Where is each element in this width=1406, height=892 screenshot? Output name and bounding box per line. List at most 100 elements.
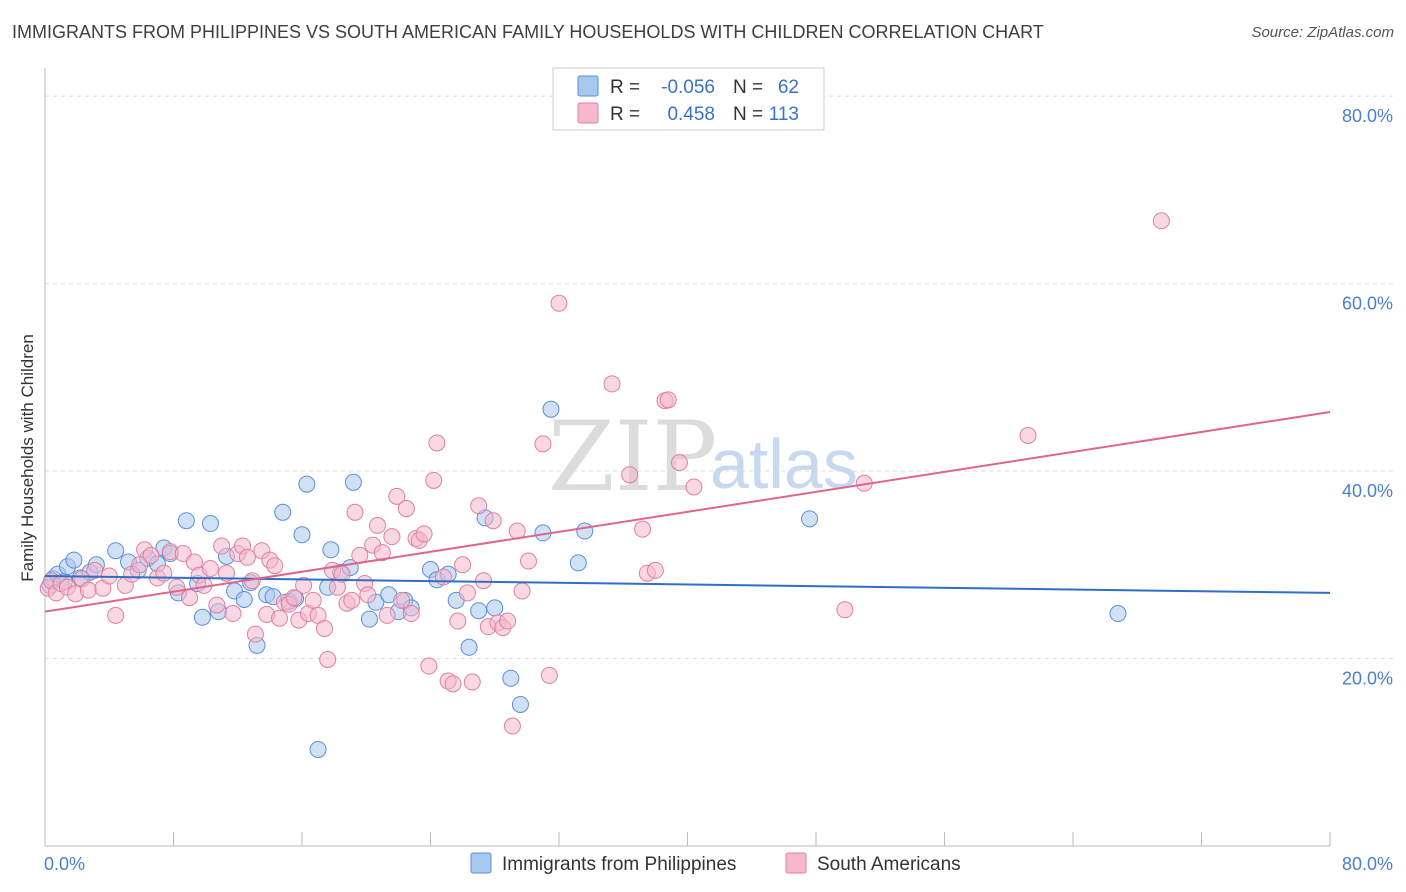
data-point-south-americans: [393, 591, 411, 609]
data-point-philippines: [65, 551, 83, 569]
data-point-south-americans: [201, 560, 219, 578]
data-point-south-americans: [454, 556, 472, 574]
source-credit: Source: ZipAtlas.com: [1251, 24, 1394, 41]
data-point-south-americans: [373, 544, 391, 562]
data-point-philippines: [274, 503, 292, 521]
y-tick-label: 40.0%: [1342, 481, 1393, 501]
bottom-legend-label-philippines: Immigrants from Philippines: [502, 854, 736, 875]
data-point-south-americans: [425, 471, 443, 489]
data-point-philippines: [235, 590, 253, 608]
data-point-south-americans: [79, 581, 97, 599]
legend-n-value-b: 113: [769, 104, 799, 125]
data-point-south-americans: [218, 564, 236, 582]
data-point-south-americans: [304, 591, 322, 609]
data-point-south-americans: [428, 434, 446, 452]
legend-r-value-b: 0.458: [667, 104, 715, 125]
legend-n-label-b: N =: [733, 104, 763, 125]
x-tick-label-min: 0.0%: [44, 854, 85, 874]
data-point-philippines: [293, 526, 311, 544]
data-point-philippines: [360, 610, 378, 628]
data-point-south-americans: [359, 586, 377, 604]
y-tick-label: 60.0%: [1342, 294, 1393, 314]
data-point-south-americans: [1019, 426, 1037, 444]
bottom-legend-label-south-americans: South Americans: [817, 854, 961, 875]
data-point-south-americans: [470, 497, 488, 515]
legend-r-label-b: R =: [610, 104, 640, 125]
data-point-south-americans: [540, 666, 558, 684]
data-point-south-americans: [550, 294, 568, 312]
correlation-legend: R = -0.056 N = 62 R = 0.458 N = 113: [552, 67, 825, 131]
data-point-south-americans: [621, 466, 639, 484]
x-tick-label-max: 80.0%: [1342, 854, 1393, 874]
data-point-south-americans: [107, 606, 125, 624]
data-point-philippines: [486, 599, 504, 617]
trend-line-south-americans: [44, 411, 1331, 613]
data-point-south-americans: [208, 596, 226, 614]
data-point-philippines: [344, 473, 362, 491]
data-point-south-americans: [503, 717, 521, 735]
y-tick-label: 80.0%: [1342, 106, 1393, 126]
legend-n-label-a: N =: [733, 77, 763, 98]
data-point-south-americans: [397, 500, 415, 518]
legend-swatch-south-americans: [577, 102, 599, 124]
data-point-south-americans: [213, 537, 231, 555]
data-point-south-americans: [319, 650, 337, 668]
chart-title: IMMIGRANTS FROM PHILIPPINES VS SOUTH AME…: [12, 22, 1044, 42]
data-point-philippines: [177, 512, 195, 530]
bottom-legend-swatch-philippines: [470, 852, 492, 874]
data-point-south-americans: [499, 612, 517, 630]
data-point-philippines: [460, 638, 478, 656]
watermark-zip: ZIP: [548, 401, 717, 513]
data-point-south-americans: [238, 548, 256, 566]
data-point-philippines: [1109, 605, 1127, 623]
data-point-south-americans: [646, 561, 664, 579]
data-point-south-americans: [155, 564, 173, 582]
y-tick-labels: 20.0% 40.0% 60.0% 80.0%: [1342, 106, 1393, 688]
data-point-south-americans: [368, 516, 386, 534]
data-point-philippines: [322, 541, 340, 559]
data-point-south-americans: [224, 605, 242, 623]
data-point-south-americans: [346, 503, 364, 521]
data-point-south-americans: [415, 525, 433, 543]
data-point-south-americans: [271, 609, 289, 627]
bottom-legend-swatch-south-americans: [785, 852, 807, 874]
data-point-south-americans: [383, 528, 401, 546]
series-legend: Immigrants from Philippines South Americ…: [470, 852, 961, 875]
data-point-philippines: [576, 522, 594, 540]
watermark-atlas: atlas: [710, 425, 858, 503]
data-point-south-americans: [519, 552, 537, 570]
data-point-philippines: [193, 608, 211, 626]
data-point-philippines: [542, 400, 560, 418]
data-point-philippines: [201, 515, 219, 533]
data-point-south-americans: [388, 487, 406, 505]
data-point-philippines: [107, 542, 125, 560]
data-point-south-americans: [434, 568, 452, 586]
x-axis-ticks: [44, 832, 1331, 846]
data-point-philippines: [801, 510, 819, 528]
legend-swatch-philippines: [577, 75, 599, 97]
y-axis-label: Family Households with Children: [18, 334, 37, 582]
data-point-south-americans: [142, 546, 160, 564]
data-point-south-americans: [444, 675, 462, 693]
data-point-south-americans: [285, 589, 303, 607]
data-point-philippines: [502, 669, 520, 687]
data-point-south-americans: [513, 582, 531, 600]
data-point-south-americans: [181, 589, 199, 607]
data-point-south-americans: [634, 520, 652, 538]
legend-n-value-a: 62: [778, 77, 799, 98]
legend-r-label-a: R =: [610, 77, 640, 98]
data-point-south-americans: [266, 557, 284, 575]
data-point-philippines: [298, 475, 316, 493]
data-point-south-americans: [458, 584, 476, 602]
data-point-south-americans: [420, 657, 438, 675]
data-point-south-americans: [402, 605, 420, 623]
data-point-south-americans: [1152, 212, 1170, 230]
data-point-philippines: [309, 740, 327, 758]
data-point-south-americans: [246, 625, 264, 643]
y-tick-label: 20.0%: [1342, 669, 1393, 689]
data-point-south-americans: [463, 673, 481, 691]
data-point-philippines: [470, 602, 488, 620]
data-point-south-americans: [534, 435, 552, 453]
data-point-south-americans: [295, 576, 313, 594]
